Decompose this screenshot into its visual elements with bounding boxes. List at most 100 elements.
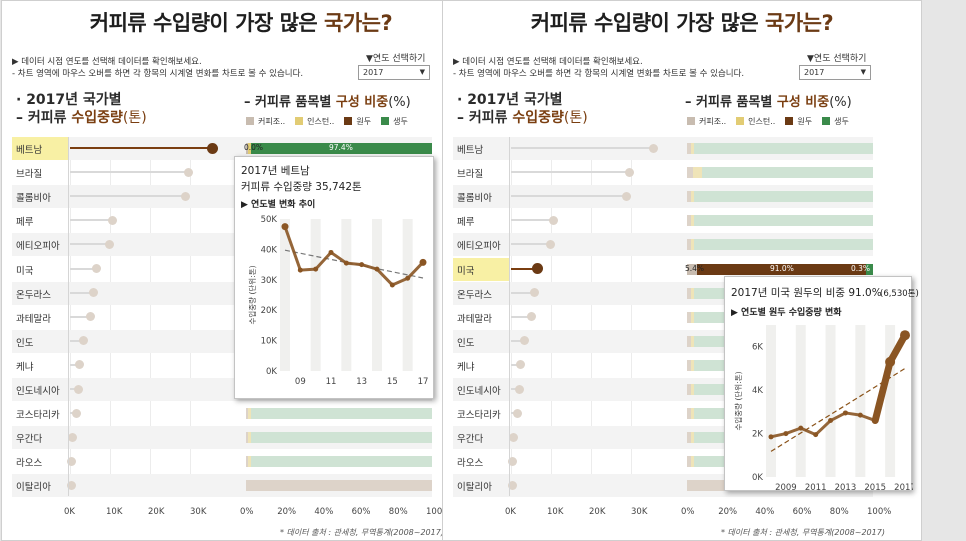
composition-segment[interactable] [694,239,873,251]
composition-segment[interactable] [247,456,251,468]
composition-segment[interactable] [690,456,695,468]
legend-item[interactable]: 커피조.. [246,116,285,127]
lollipop-dot[interactable] [507,480,517,490]
country-row[interactable]: 페루 [12,209,432,232]
lollipop-dot[interactable] [516,360,526,370]
composition-segment[interactable] [250,456,432,468]
composition-segment[interactable] [687,432,691,444]
lollipop-dot[interactable] [66,480,76,490]
composition-segment[interactable] [687,408,691,420]
composition-segment[interactable] [701,167,873,179]
country-row[interactable]: 케냐 [453,354,873,377]
composition-segment[interactable] [690,143,695,154]
composition-segment[interactable] [246,480,432,492]
composition-segment[interactable] [687,215,691,227]
legend-item[interactable]: 원두 [785,116,812,127]
lollipop-dot[interactable] [529,288,539,298]
lollipop-dot[interactable] [508,432,518,442]
composition-segment[interactable] [687,335,691,347]
composition-segment[interactable] [687,287,691,299]
country-row[interactable]: 브라질 [12,161,432,184]
year-select[interactable]: 2017 ▼ [358,65,430,80]
lollipop-dot[interactable] [104,239,114,249]
composition-segment[interactable] [687,263,698,275]
composition-segment[interactable] [246,408,248,420]
composition-segment[interactable] [250,408,432,420]
composition-segment[interactable] [687,384,691,395]
lollipop-dot[interactable] [86,312,96,322]
lollipop-dot[interactable] [624,167,634,177]
legend-item[interactable]: 생두 [822,116,849,127]
lollipop-dot[interactable] [91,264,101,273]
composition-segment[interactable] [687,359,691,371]
legend-item[interactable]: 인스턴.. [295,116,334,127]
lollipop-dot[interactable] [88,288,98,298]
country-row[interactable]: 콜롬비아 [453,185,873,209]
lollipop-dot[interactable] [107,215,117,225]
composition-segment[interactable] [694,191,873,203]
lollipop-dot[interactable] [519,336,529,346]
lollipop-dot[interactable] [183,167,193,177]
lollipop-dot[interactable] [514,384,524,394]
composition-segment[interactable] [247,408,251,420]
composition-segment[interactable] [690,432,695,444]
composition-segment[interactable] [690,311,695,323]
country-row[interactable]: 페루 [453,209,873,232]
composition-segment[interactable] [687,167,693,179]
country-row[interactable]: 라오스 [453,450,873,473]
country-row[interactable]: 코스타리카 [12,402,432,425]
composition-segment[interactable] [690,359,695,371]
country-row[interactable]: 미국 [12,258,432,281]
country-row[interactable]: 에티오피아 [453,233,873,257]
country-row[interactable]: 라오스 [12,450,432,473]
composition-segment[interactable] [247,143,251,154]
lollipop-dot[interactable] [78,336,88,346]
lollipop-dot[interactable] [513,408,523,418]
country-row[interactable]: 코스타리카 [453,402,873,425]
composition-segment[interactable] [247,432,251,444]
country-row[interactable]: 케냐 [12,354,432,377]
legend-item[interactable]: 생두 [381,116,408,127]
country-row[interactable]: 베트남 [453,137,873,160]
composition-segment[interactable] [694,143,873,154]
lollipop-dot[interactable] [527,312,537,322]
legend-item[interactable]: 커피조.. [687,116,726,127]
lollipop-dot[interactable] [621,191,631,201]
composition-segment[interactable] [246,456,248,468]
composition-segment[interactable] [690,215,695,227]
lollipop-dot[interactable] [207,142,219,154]
lollipop-dot[interactable] [180,191,190,201]
composition-segment[interactable] [250,432,432,444]
composition-segment[interactable] [687,239,691,251]
lollipop-dot[interactable] [531,263,543,274]
country-row[interactable]: 이탈리아 [12,474,432,498]
composition-segment[interactable] [250,143,432,154]
lollipop-dot[interactable] [649,143,659,153]
lollipop-dot[interactable] [67,432,77,442]
composition-segment[interactable] [866,263,873,275]
country-row[interactable]: 미국 [453,257,873,281]
legend-item[interactable]: 인스턴.. [736,116,775,127]
lollipop-dot[interactable] [73,384,83,394]
composition-segment[interactable] [687,191,691,203]
composition-segment[interactable] [690,191,695,203]
composition-segment[interactable] [687,143,691,154]
composition-segment[interactable] [690,408,695,420]
composition-segment[interactable] [690,384,695,395]
country-row[interactable]: 브라질 [453,161,873,184]
year-select[interactable]: 2017 ▼ [799,65,871,80]
country-row[interactable]: 과테말라 [453,306,873,329]
lollipop-dot[interactable] [72,408,82,418]
lollipop-dot[interactable] [67,456,77,466]
composition-segment[interactable] [694,215,873,227]
lollipop-dot[interactable] [548,215,558,225]
composition-segment[interactable] [692,167,702,179]
composition-segment[interactable] [697,263,867,275]
composition-segment[interactable] [246,432,248,444]
composition-segment[interactable] [246,143,248,154]
composition-segment[interactable] [690,287,695,299]
lollipop-dot[interactable] [508,456,518,466]
composition-segment[interactable] [687,456,691,468]
lollipop-dot[interactable] [75,360,85,370]
legend-item[interactable]: 원두 [344,116,371,127]
